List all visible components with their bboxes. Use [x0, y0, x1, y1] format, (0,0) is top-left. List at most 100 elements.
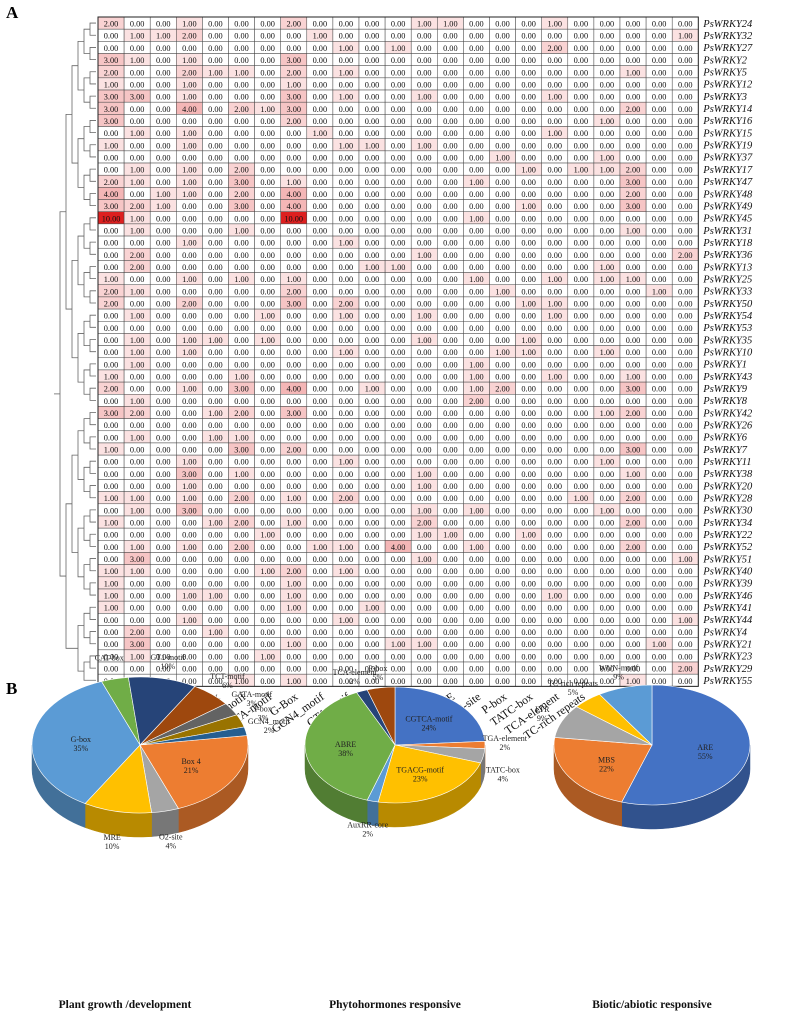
cell-label: 0.00	[600, 190, 615, 199]
cell-label: 1.00	[469, 543, 484, 552]
cell-label: 0.00	[547, 397, 562, 406]
cell-label: 0.00	[234, 531, 249, 540]
dendrogram-branch	[83, 174, 90, 200]
cell-label: 0.00	[260, 20, 275, 29]
cell-label: 0.00	[652, 482, 667, 491]
cell-label: 0.00	[182, 214, 197, 223]
cell-label: 0.00	[574, 190, 589, 199]
cell-label: 0.00	[469, 470, 484, 479]
cell-label: 0.00	[104, 312, 119, 321]
cell-label: 0.00	[365, 336, 380, 345]
cell-label: 0.00	[260, 677, 275, 686]
cell-label: 0.00	[626, 251, 641, 260]
cell-label: 1.00	[182, 592, 197, 601]
cell-label: 1.00	[678, 555, 693, 564]
cell-label: 0.00	[365, 652, 380, 661]
cell-label: 0.00	[443, 141, 458, 150]
cell-label: 0.00	[365, 494, 380, 503]
cell-label: 0.00	[626, 324, 641, 333]
cell-label: 0.00	[443, 555, 458, 564]
cell-label: 0.00	[469, 519, 484, 528]
cell-label: 0.00	[574, 299, 589, 308]
cell-label: 0.00	[156, 312, 171, 321]
cell-label: 0.00	[234, 117, 249, 126]
cell-label: 0.00	[678, 397, 693, 406]
cell-label: 0.00	[234, 312, 249, 321]
cell-label: 0.00	[678, 677, 693, 686]
cell-label: 0.00	[626, 604, 641, 613]
cell-label: 0.00	[574, 105, 589, 114]
cell-label: 1.00	[104, 592, 119, 601]
cell-label: 0.00	[260, 153, 275, 162]
cell-label: 0.00	[652, 628, 667, 637]
cell-label: 0.00	[521, 263, 536, 272]
cell-label: 0.00	[600, 129, 615, 138]
cell-label: 0.00	[547, 190, 562, 199]
cell-label: 0.00	[286, 239, 301, 248]
panel-b-label: B	[6, 679, 17, 698]
cell-label: 0.00	[521, 117, 536, 126]
cell-label: 0.00	[339, 56, 354, 65]
cell-label: 0.00	[260, 129, 275, 138]
cell-label: 0.00	[156, 373, 171, 382]
cell-label: 0.00	[600, 80, 615, 89]
cell-label: 0.00	[678, 117, 693, 126]
pie-label: GCN4_motif	[248, 717, 291, 726]
cell-label: 0.00	[495, 628, 510, 637]
cell-label: 2.00	[469, 397, 484, 406]
cell-label: 0.00	[156, 105, 171, 114]
cell-label: 0.00	[678, 592, 693, 601]
cell-label: 0.00	[286, 312, 301, 321]
cell-label: 0.00	[547, 628, 562, 637]
cell-label: 0.00	[495, 117, 510, 126]
cell-label: 0.00	[574, 32, 589, 41]
cell-label: 3.00	[234, 178, 249, 187]
cell-label: 0.00	[678, 409, 693, 418]
cell-label: 0.00	[365, 275, 380, 284]
cell-label: 1.00	[417, 482, 432, 491]
cell-label: 0.00	[652, 616, 667, 625]
cell-label: 0.00	[443, 348, 458, 357]
cell-label: 0.00	[417, 299, 432, 308]
cell-label: 0.00	[130, 80, 145, 89]
pie-percent: 2%	[499, 743, 510, 752]
cell-label: 0.00	[443, 93, 458, 102]
cell-label: 0.00	[130, 385, 145, 394]
cell-label: 0.00	[234, 336, 249, 345]
cell-label: 0.00	[626, 56, 641, 65]
pie-label: LTR	[535, 705, 550, 714]
cell-label: 0.00	[130, 299, 145, 308]
cell-label: 0.00	[652, 93, 667, 102]
cell-label: 0.00	[365, 373, 380, 382]
cell-label: 2.00	[234, 190, 249, 199]
cell-label: 0.00	[521, 652, 536, 661]
cell-label: 0.00	[182, 531, 197, 540]
cell-label: 0.00	[626, 506, 641, 515]
cell-label: 1.00	[130, 32, 145, 41]
cell-label: 0.00	[313, 458, 328, 467]
cell-label: 0.00	[313, 373, 328, 382]
cell-label: 0.00	[652, 153, 667, 162]
cell-label: 3.00	[286, 56, 301, 65]
cell-label: 0.00	[521, 555, 536, 564]
cell-label: 0.00	[469, 482, 484, 491]
cell-label: 1.00	[547, 93, 562, 102]
cell-label: 0.00	[182, 373, 197, 382]
cell-label: 1.00	[130, 226, 145, 235]
cell-label: 0.00	[678, 202, 693, 211]
cell-label: 0.00	[391, 433, 406, 442]
cell-label: 0.00	[600, 397, 615, 406]
cell-label: 0.00	[547, 251, 562, 260]
cell-label: 0.00	[600, 226, 615, 235]
cell-label: 0.00	[286, 153, 301, 162]
cell-label: 0.00	[365, 226, 380, 235]
cell-label: 0.00	[365, 555, 380, 564]
pie-label: GT1-motif	[151, 653, 186, 662]
cell-label: 0.00	[234, 214, 249, 223]
cell-label: 1.00	[417, 251, 432, 260]
cell-label: 1.00	[234, 373, 249, 382]
cell-label: 0.00	[600, 336, 615, 345]
row-label: PsWRKY51	[702, 554, 752, 565]
dendrogram-branch	[89, 606, 96, 620]
cell-label: 0.00	[208, 214, 223, 223]
